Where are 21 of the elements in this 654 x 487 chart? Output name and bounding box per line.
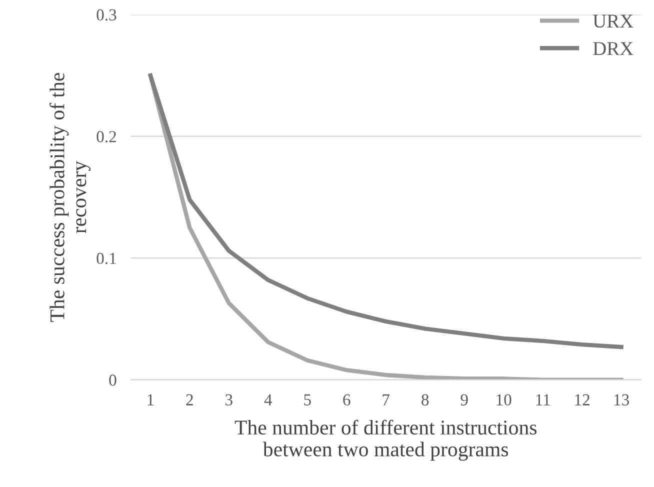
x-tick-label: 7 <box>382 394 390 406</box>
x-tick-label: 8 <box>422 394 429 406</box>
x-tick-label: 5 <box>304 394 311 406</box>
x-tick-label: 3 <box>226 394 232 406</box>
y-axis-title: The success probability of the recovery <box>50 72 91 322</box>
x-tick-label: 9 <box>460 394 468 406</box>
y-tick-label: 0 <box>109 374 116 386</box>
x-tick-label: 6 <box>343 394 350 406</box>
x-tick-label: 1 <box>148 394 154 406</box>
y-tick-label: 0.2 <box>96 131 116 142</box>
x-tick-label: 11 <box>536 394 550 406</box>
x-tick-label: 13 <box>614 394 629 406</box>
legend-label: DRX <box>593 42 634 55</box>
y-tick-label: 0.1 <box>96 252 116 264</box>
x-tick-label: 4 <box>264 394 272 406</box>
legend-label: URX <box>592 14 634 28</box>
x-axis-title: The number of different instructions between two mated programs <box>234 420 536 461</box>
x-tick-label: 2 <box>186 394 193 406</box>
x-tick-label: 10 <box>496 394 512 406</box>
y-tick-label: 0.3 <box>96 9 116 21</box>
x-tick-label: 12 <box>575 394 590 406</box>
